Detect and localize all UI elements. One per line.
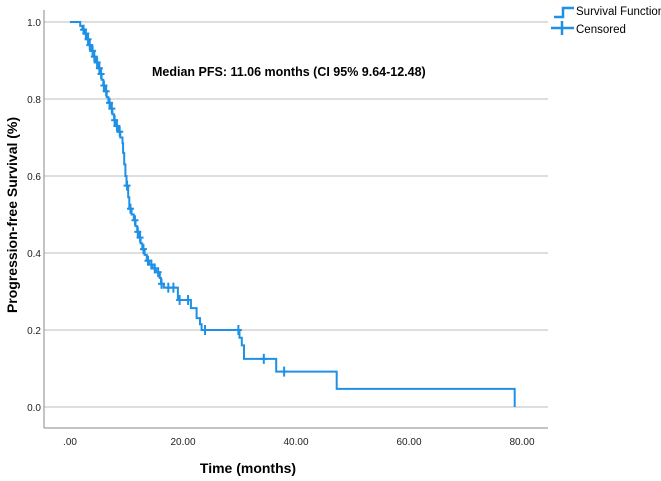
censored-mark (93, 57, 101, 68)
censored-mark (131, 215, 139, 226)
x-tick-label: 40.00 (283, 437, 308, 448)
y-tick-label: 0.6 (27, 172, 41, 183)
censored-mark (123, 180, 131, 191)
x-axis-label: Time (months) (200, 460, 296, 476)
y-tick-label: 0.8 (27, 95, 41, 106)
x-tick-label: 80.00 (509, 437, 534, 448)
x-tick-label: 60.00 (396, 437, 421, 448)
median-annotation: Median PFS: 11.06 months (CI 95% 9.64-12… (152, 65, 426, 79)
x-tick-label: 20.00 (170, 437, 195, 448)
censored-mark (280, 366, 288, 377)
censored-mark (90, 51, 98, 62)
y-axis-label: Progression-free Survival (%) (4, 117, 20, 313)
censored-mark (134, 226, 142, 237)
censored-mark (95, 63, 103, 74)
x-tick-labels: .00 20.00 40.00 60.00 80.00 (63, 437, 535, 448)
censored-mark (106, 97, 114, 108)
censored-mark (158, 278, 166, 289)
survival-curve (70, 21, 516, 407)
x-tick-label: .00 (63, 437, 77, 448)
censored-mark (139, 244, 147, 255)
legend: Survival Function Censored (551, 6, 661, 36)
censored-mark (154, 267, 162, 278)
censored-mark (234, 325, 242, 335)
censored-mark (82, 28, 90, 39)
censored-mark (113, 120, 121, 131)
censored-mark (97, 68, 105, 79)
censored-mark (89, 45, 97, 56)
censored-mark (136, 232, 144, 243)
censored-mark (102, 86, 110, 97)
y-tick-label: 1.0 (27, 18, 41, 29)
y-tick-labels: 0.0 0.2 0.4 0.6 0.8 1.0 (27, 18, 41, 414)
censored-mark (108, 103, 116, 114)
legend-survival-icon (554, 6, 574, 19)
censored-mark (169, 282, 177, 293)
y-tick-label: 0.0 (27, 403, 41, 414)
censored-mark (84, 34, 92, 45)
legend-survival-label: Survival Function (576, 6, 661, 18)
y-tick-label: 0.2 (27, 326, 41, 337)
censored-mark (260, 353, 268, 364)
censored-mark (184, 294, 192, 305)
censored-mark (201, 325, 209, 335)
censored-mark (116, 126, 124, 137)
y-tick-label: 0.4 (27, 249, 41, 260)
censored-mark (126, 203, 134, 214)
censored-mark (100, 80, 108, 91)
censored-mark (86, 40, 94, 51)
gridlines (44, 21, 548, 408)
censored-marks (80, 24, 288, 377)
legend-censored-label: Censored (576, 24, 626, 36)
censored-mark (111, 115, 119, 126)
censored-mark (176, 294, 184, 305)
